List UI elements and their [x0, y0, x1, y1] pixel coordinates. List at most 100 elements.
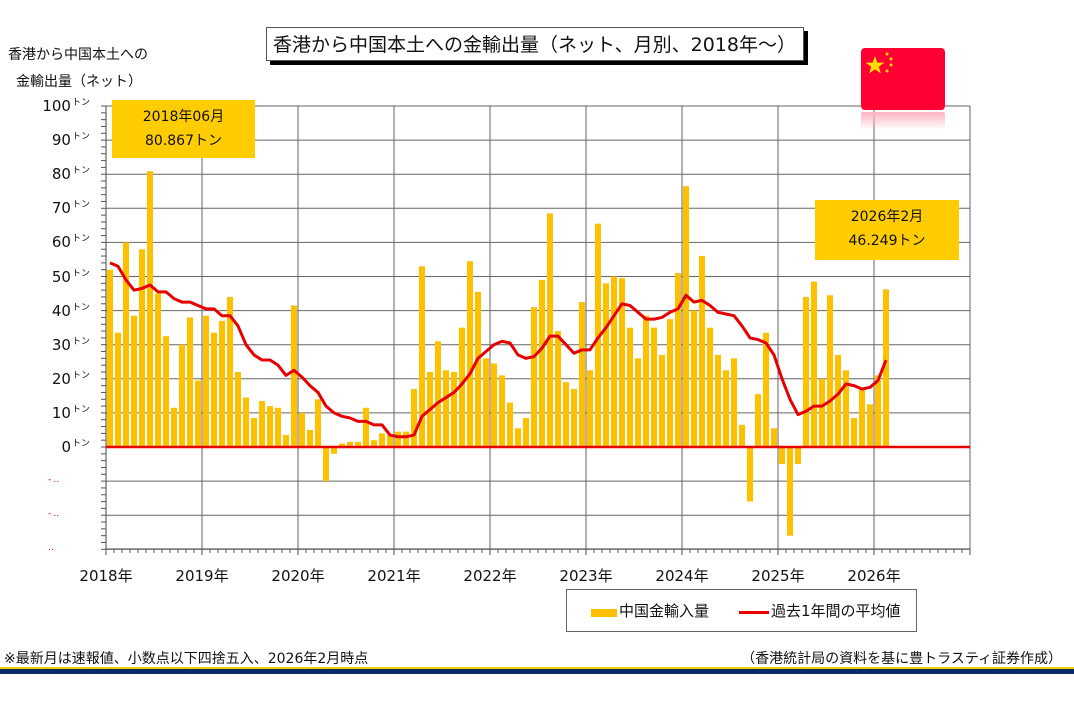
bar — [435, 341, 441, 447]
bar — [171, 407, 177, 447]
bar — [523, 418, 529, 447]
bar — [827, 295, 833, 447]
bar — [355, 441, 361, 447]
y-axis-label-line2: 金輸出量（ネット） — [16, 74, 142, 90]
y-tick-value: 60 — [51, 233, 71, 252]
bar — [235, 371, 241, 447]
bar — [739, 424, 745, 447]
y-tick-value: 90 — [51, 131, 71, 150]
bar — [867, 404, 873, 447]
y-tick-value: 50 — [51, 267, 71, 286]
bar — [683, 186, 689, 447]
bar — [619, 278, 625, 447]
bar — [579, 302, 585, 447]
bar — [307, 429, 313, 447]
y-tick-unit: トン — [71, 166, 90, 177]
callout-value: 46.249トン — [848, 233, 926, 249]
bar — [883, 289, 889, 447]
bar — [835, 354, 841, 447]
bar — [451, 371, 457, 447]
x-tick-label: 2024年 — [655, 567, 709, 585]
bar — [131, 315, 137, 447]
bar — [531, 307, 537, 447]
bar — [571, 389, 577, 447]
y-tick-unit: トン — [71, 404, 90, 415]
bar — [771, 428, 777, 447]
bar — [459, 327, 465, 447]
legend-bar-swatch — [591, 609, 617, 617]
moving-average-line — [109, 261, 888, 439]
chart-title: 香港から中国本土への金輸出量（ネット、月別、2018年～） — [266, 27, 804, 61]
bar — [403, 431, 409, 447]
y-tick-unit: トン — [71, 370, 90, 381]
bar — [163, 336, 169, 447]
bar — [643, 315, 649, 447]
x-tick-label: 2022年 — [463, 567, 517, 585]
y-tick-label: 0トン — [30, 436, 90, 456]
y-tick-value: 40 — [51, 301, 71, 320]
bar — [259, 400, 265, 447]
bar — [411, 389, 417, 447]
bar — [467, 261, 473, 447]
bar — [731, 358, 737, 447]
bar — [227, 296, 233, 447]
bar — [139, 249, 145, 447]
legend-line-label: 過去1年間の平均値 — [771, 602, 901, 620]
source-note: （香港統計局の資料を基に豊トラスティ証券作成） — [741, 651, 1062, 667]
legend-bar-label: 中国金輸入量 — [619, 602, 710, 620]
y-tick-label: 80トン — [30, 163, 90, 183]
y-tick-unit: トン — [71, 336, 90, 347]
y-tick-unit: トン — [71, 439, 90, 449]
bar — [371, 440, 377, 447]
bar — [419, 266, 425, 447]
x-tick-label: 2023年 — [559, 567, 613, 585]
callout-value: 80.867トン — [145, 133, 222, 149]
footer-rule-yellow — [0, 667, 1074, 669]
bar — [147, 171, 153, 447]
y-tick-value: 30 — [51, 335, 71, 354]
y-tick-unit: トン — [71, 132, 90, 143]
bar — [699, 256, 705, 447]
bar-series — [107, 171, 889, 536]
bar — [347, 441, 353, 447]
callout-2018-06: 2018年06月 80.867トン — [112, 100, 255, 158]
y-neg-tick-label: -‥ — [48, 475, 62, 486]
bar — [851, 418, 857, 447]
y-tick-label: 60トン — [30, 231, 90, 251]
y-tick-label: 30トン — [30, 334, 90, 354]
y-tick-value: 70 — [51, 199, 71, 218]
y-tick-value: 20 — [51, 369, 71, 388]
flag-reflection — [861, 112, 945, 130]
bar — [267, 406, 273, 447]
grid-lines — [105, 105, 971, 550]
bar — [555, 331, 561, 447]
y-tick-label: 50トン — [30, 266, 90, 286]
china-flag-icon — [861, 48, 945, 110]
bar — [339, 443, 345, 447]
bar — [691, 310, 697, 447]
bar — [291, 305, 297, 447]
chart-legend: 中国金輸入量 過去1年間の平均値 — [566, 589, 917, 632]
x-tick-label: 2026年 — [847, 567, 901, 585]
bar — [779, 447, 785, 465]
y-tick-label: 70トン — [30, 197, 90, 217]
bar — [331, 447, 337, 454]
bar — [507, 402, 513, 447]
bar — [195, 380, 201, 447]
x-tick-label: 2018年 — [79, 567, 133, 585]
x-tick-label: 2019年 — [175, 567, 229, 585]
y-tick-unit: トン — [71, 302, 90, 313]
bar — [155, 293, 161, 447]
y-neg-tick-label: -‥ — [48, 509, 62, 520]
bar — [547, 213, 553, 447]
bar — [595, 223, 601, 447]
y-tick-value: 0 — [61, 438, 71, 456]
callout-2026-02: 2026年2月 46.249トン — [815, 200, 959, 260]
bar — [667, 319, 673, 447]
bar — [499, 375, 505, 447]
bar — [651, 327, 657, 447]
y-tick-label: 100トン — [30, 95, 90, 115]
bar — [211, 332, 217, 447]
y-tick-label: 40トン — [30, 300, 90, 320]
bar — [811, 281, 817, 447]
